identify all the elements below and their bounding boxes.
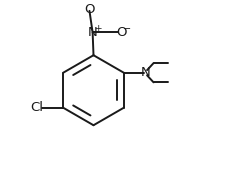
Text: +: + (94, 24, 101, 33)
Text: −: − (123, 24, 131, 34)
Text: N: N (140, 66, 150, 79)
Text: N: N (88, 26, 97, 39)
Text: O: O (84, 3, 95, 17)
Text: Cl: Cl (30, 101, 43, 114)
Text: O: O (116, 26, 127, 39)
